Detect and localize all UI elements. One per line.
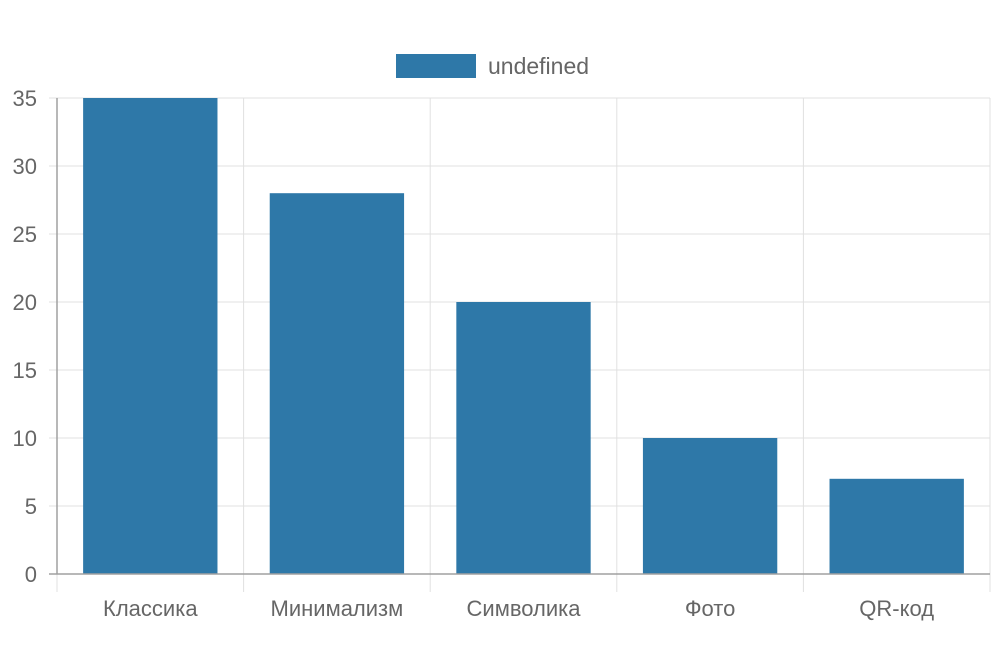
legend-label: undefined xyxy=(488,53,589,79)
y-tick-label: 15 xyxy=(13,358,37,383)
x-tick-label: QR-код xyxy=(859,596,934,621)
y-tick-label: 5 xyxy=(25,494,37,519)
bar xyxy=(83,98,218,574)
y-tick-label: 35 xyxy=(13,86,37,111)
y-tick-label: 30 xyxy=(13,154,37,179)
legend-swatch xyxy=(396,54,476,78)
bar xyxy=(829,478,964,574)
x-tick-label: Символика xyxy=(467,596,582,621)
y-tick-label: 20 xyxy=(13,290,37,315)
bars xyxy=(83,98,964,574)
y-tick-label: 25 xyxy=(13,222,37,247)
bar xyxy=(269,193,405,574)
x-tick-labels: Классика Минимализм Символика Фото QR-код xyxy=(103,596,934,621)
axes xyxy=(49,97,991,592)
x-tick-label: Классика xyxy=(103,596,198,621)
y-tick-label: 0 xyxy=(25,562,37,587)
x-tick-label: Фото xyxy=(685,596,736,621)
y-tick-label: 10 xyxy=(13,426,37,451)
bar xyxy=(456,302,591,574)
y-tick-labels: 0 5 10 15 20 25 30 35 xyxy=(13,86,37,587)
legend[interactable]: undefined xyxy=(396,53,589,79)
bar xyxy=(642,438,778,574)
x-tick-label: Минимализм xyxy=(271,596,404,621)
